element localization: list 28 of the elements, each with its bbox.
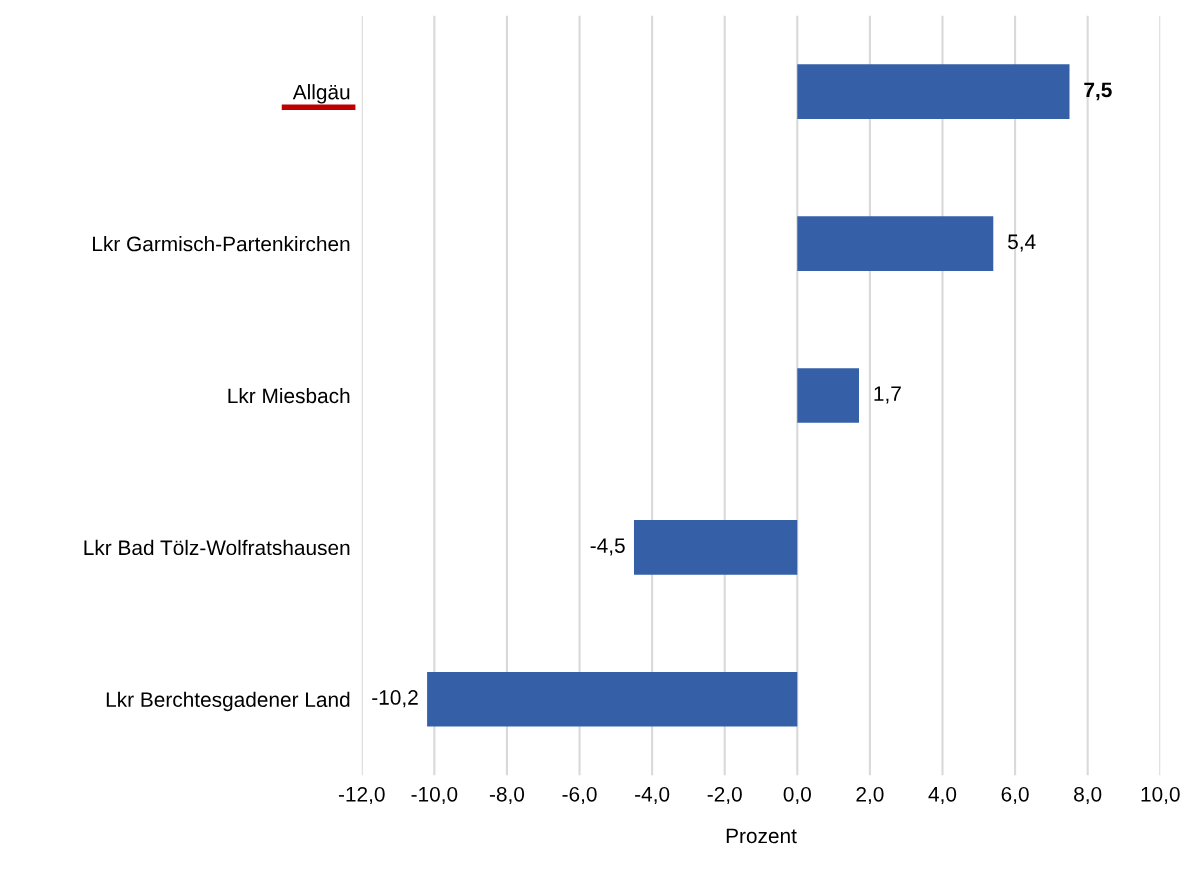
y-tick-label: Lkr Bad Tölz-Wolfratshausen <box>84 539 350 556</box>
y-tick-label: Lkr Berchtesgadener Land <box>106 691 350 712</box>
x-tick-label: 2,0 <box>856 786 884 805</box>
bar <box>427 671 798 727</box>
y-tick-label: Lkr Garmisch-Partenkirchen <box>93 236 350 252</box>
x-tick-label: 8,0 <box>1074 786 1102 805</box>
data-label: 1,7 <box>874 386 901 404</box>
x-tick-label: -10,0 <box>411 786 458 805</box>
data-label: -4,5 <box>590 538 625 556</box>
x-axis-title: Prozent <box>726 828 797 844</box>
bar <box>797 368 859 423</box>
data-label: -10,2 <box>372 690 418 708</box>
x-tick-label: 0,0 <box>783 786 811 805</box>
bar <box>633 520 798 575</box>
x-tick-label: -4,0 <box>635 786 670 805</box>
x-tick-label: 10,0 <box>1141 786 1180 805</box>
x-tick-label: -6,0 <box>562 786 597 805</box>
bar <box>797 64 1070 120</box>
x-tick-label: -2,0 <box>707 786 742 805</box>
bar <box>797 216 994 271</box>
x-tick-label: -12,0 <box>338 786 385 805</box>
x-tick-label: 6,0 <box>1001 786 1029 805</box>
x-tick-label: 4,0 <box>928 786 957 805</box>
data-label: 5,4 <box>1008 234 1036 252</box>
x-tick-label: -8,0 <box>489 786 525 805</box>
y-tick-label: Lkr Miesbach <box>228 387 350 404</box>
y-tick-label: Allgäu <box>292 84 350 104</box>
data-label: 7,5 <box>1084 82 1112 101</box>
